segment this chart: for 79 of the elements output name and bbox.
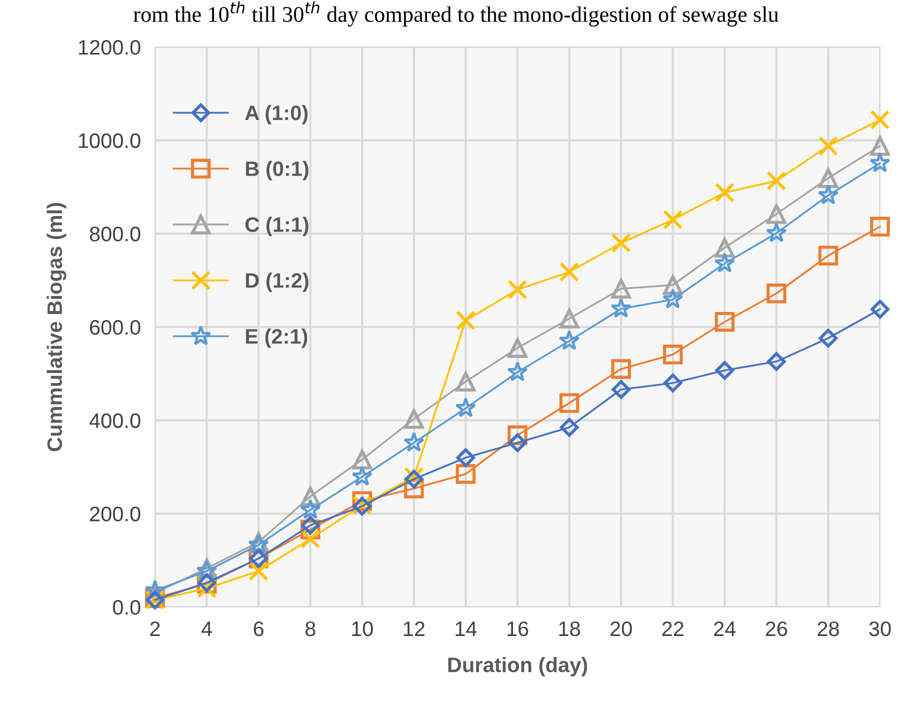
y-tick-label: 0.0 — [112, 600, 140, 615]
point — [714, 252, 736, 273]
legend-label: B (0:1) — [246, 160, 308, 180]
point — [352, 450, 372, 470]
point — [507, 361, 528, 382]
y-tick-label: 200.0 — [90, 506, 140, 522]
y-tick-label: 600.0 — [90, 320, 140, 335]
y-axis-title: Cummulative Biogas (ml) — [46, 203, 66, 452]
y-tick-label: 1000.0 — [78, 133, 140, 148]
x-tick-label: 20 — [610, 621, 632, 636]
point — [714, 182, 735, 202]
point — [818, 328, 838, 348]
x-tick-label: 14 — [456, 622, 477, 636]
point — [662, 210, 683, 230]
point — [508, 338, 528, 358]
point — [662, 288, 684, 309]
x-tick-label: 10 — [352, 621, 373, 636]
point — [870, 300, 890, 319]
x-tick-label: 18 — [559, 621, 580, 636]
x-tick-label: 30 — [869, 621, 891, 636]
point — [611, 359, 631, 379]
x-tick-label: 24 — [714, 621, 736, 636]
point — [818, 246, 838, 266]
x-tick-label: 28 — [818, 621, 839, 636]
point — [559, 393, 580, 413]
point — [766, 204, 786, 224]
point — [300, 516, 320, 535]
point — [870, 216, 890, 237]
point — [456, 372, 476, 392]
point — [715, 361, 734, 380]
legend-label: D (1:2) — [246, 272, 308, 292]
point — [456, 448, 476, 468]
legend-label: A (1:0) — [245, 104, 308, 124]
point — [456, 464, 476, 484]
point — [767, 352, 786, 371]
point — [611, 278, 631, 299]
point — [662, 344, 683, 364]
point — [818, 136, 838, 156]
x-tick-label: 6 — [254, 621, 264, 636]
legend-label: C (1:1) — [245, 216, 308, 236]
point — [610, 298, 632, 318]
point — [766, 171, 786, 191]
point — [612, 380, 630, 399]
point — [611, 233, 631, 253]
point — [870, 152, 890, 172]
point — [870, 136, 890, 156]
x-tick-label: 22 — [662, 621, 684, 636]
point — [714, 238, 735, 258]
point — [558, 330, 580, 350]
point — [404, 409, 424, 429]
x-tick-label: 16 — [508, 621, 528, 636]
point — [403, 432, 424, 452]
point — [508, 280, 528, 300]
point — [818, 168, 838, 188]
x-axis-title: Duration (day) — [448, 656, 588, 676]
point — [818, 184, 839, 205]
point — [559, 262, 580, 282]
point — [300, 498, 321, 520]
point — [456, 310, 476, 330]
x-tick-label: 8 — [305, 621, 316, 636]
point — [559, 308, 580, 328]
y-tick-label: 400.0 — [89, 413, 140, 428]
legend-label: E (2:1) — [246, 328, 308, 348]
point — [455, 397, 476, 418]
text: rom the 10$^{th}$ till 30$^{th}$ day compared to the mono-digestion of sewage slu — [134, 1, 779, 27]
point — [560, 418, 579, 437]
point — [508, 433, 527, 452]
point — [352, 466, 373, 486]
point — [870, 110, 890, 130]
x-tick-label: 12 — [404, 621, 424, 636]
point — [766, 222, 787, 242]
y-tick-label: 1200.0 — [78, 40, 140, 55]
x-tick-label: 4 — [201, 622, 212, 636]
point — [766, 284, 786, 304]
point — [663, 374, 682, 392]
point — [714, 312, 735, 332]
x-tick-label: 2 — [150, 621, 160, 636]
x-tick-label: 26 — [766, 621, 788, 636]
y-tick-label: 800.0 — [90, 226, 140, 242]
